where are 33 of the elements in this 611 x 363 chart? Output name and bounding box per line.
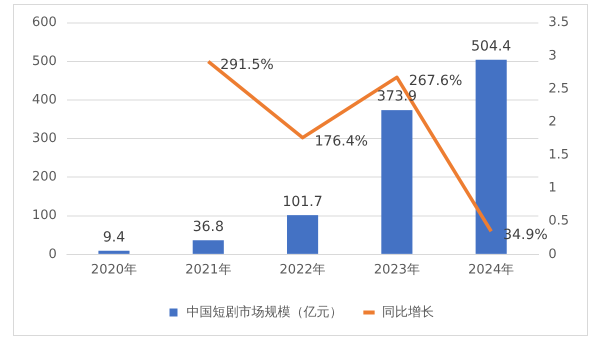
y-tick-label: 600	[32, 15, 57, 30]
data-label: 36.8	[192, 218, 224, 235]
data-label: 267.6%	[408, 72, 462, 89]
y-tick-label: 400	[32, 92, 57, 108]
y-tick-label: 0	[48, 246, 57, 262]
data-label: 9.4	[102, 229, 126, 246]
y2-tick-label: 0.5	[548, 214, 570, 229]
y-tick-label: 500	[32, 54, 57, 69]
y-tick-label: 200	[32, 170, 57, 185]
x-tick-label: 2021年	[185, 262, 232, 278]
y2-tick-label: 1.5	[548, 148, 570, 163]
y-tick-label: 300	[32, 130, 57, 146]
x-tick-label: 2023年	[374, 262, 420, 278]
bar	[381, 110, 412, 254]
data-label: 291.5%	[220, 57, 274, 74]
legend-label: 中国短剧市场规模（亿元）	[186, 304, 342, 320]
bar	[98, 250, 130, 254]
y2-tick-label: 2.5	[548, 81, 570, 96]
y2-tick-label: 3	[548, 48, 557, 64]
legend-label: 同比增长	[382, 304, 434, 320]
y2-tick-label: 3.5	[548, 15, 570, 30]
y2-tick-label: 2	[548, 114, 557, 130]
bar	[192, 240, 224, 254]
bar	[287, 215, 318, 254]
data-label: 504.4	[471, 38, 512, 54]
x-tick-label: 2024年	[468, 262, 514, 278]
y2-tick-label: 0	[548, 246, 557, 262]
y-tick-label: 100	[32, 208, 57, 224]
data-label: 101.7	[282, 194, 323, 210]
data-label: 176.4%	[314, 133, 368, 150]
y2-tick-label: 1	[548, 180, 557, 196]
x-tick-label: 2020年	[90, 262, 138, 278]
x-tick-label: 2022年	[280, 262, 326, 278]
